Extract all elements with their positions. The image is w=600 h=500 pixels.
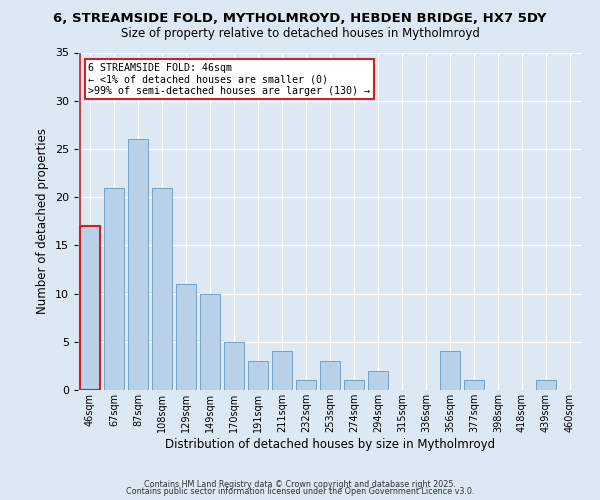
Text: 6 STREAMSIDE FOLD: 46sqm
← <1% of detached houses are smaller (0)
>99% of semi-d: 6 STREAMSIDE FOLD: 46sqm ← <1% of detach…	[88, 62, 370, 96]
Bar	[536, 380, 556, 390]
Bar	[272, 352, 292, 390]
Bar	[248, 361, 268, 390]
Bar	[296, 380, 316, 390]
Text: Contains public sector information licensed under the Open Government Licence v3: Contains public sector information licen…	[126, 487, 474, 496]
Text: Contains HM Land Registry data © Crown copyright and database right 2025.: Contains HM Land Registry data © Crown c…	[144, 480, 456, 489]
Bar	[152, 188, 172, 390]
Bar	[464, 380, 484, 390]
X-axis label: Distribution of detached houses by size in Mytholmroyd: Distribution of detached houses by size …	[165, 438, 495, 450]
Bar	[440, 352, 460, 390]
Bar	[200, 294, 220, 390]
Text: 6, STREAMSIDE FOLD, MYTHOLMROYD, HEBDEN BRIDGE, HX7 5DY: 6, STREAMSIDE FOLD, MYTHOLMROYD, HEBDEN …	[53, 12, 547, 26]
Y-axis label: Number of detached properties: Number of detached properties	[36, 128, 49, 314]
Text: Size of property relative to detached houses in Mytholmroyd: Size of property relative to detached ho…	[121, 28, 479, 40]
Bar	[104, 188, 124, 390]
Bar	[224, 342, 244, 390]
Bar	[80, 226, 100, 390]
Bar	[176, 284, 196, 390]
Bar	[320, 361, 340, 390]
Bar	[344, 380, 364, 390]
Bar	[368, 370, 388, 390]
Bar	[128, 140, 148, 390]
